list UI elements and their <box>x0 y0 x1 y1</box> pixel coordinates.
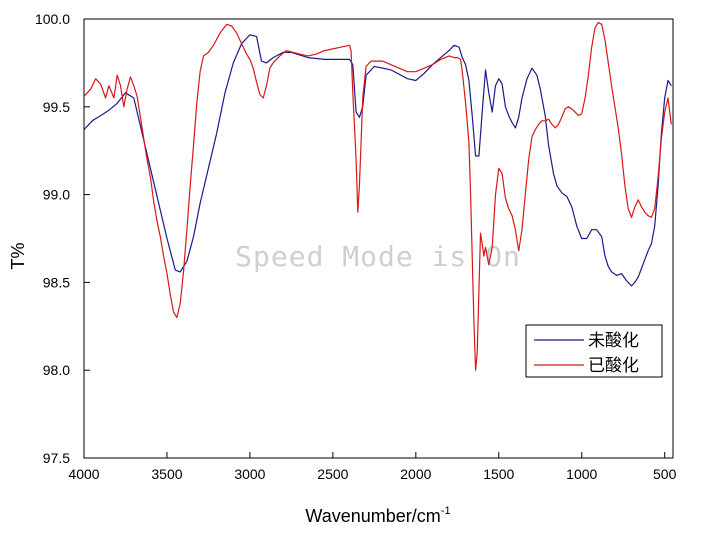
series-line-oxidized <box>84 21 672 371</box>
x-tick-label: 1000 <box>566 466 597 482</box>
x-axis-title: Wavenumber/cm-1 <box>305 505 450 526</box>
y-axis-label: T% <box>8 243 28 270</box>
watermark: Speed Mode is On <box>235 240 521 273</box>
x-axis-label: Wavenumber/cm <box>305 506 440 526</box>
series-line-unoxidized <box>84 34 672 287</box>
series-layer <box>84 21 672 371</box>
svg-text:Wavenumber/cm-1: Wavenumber/cm-1 <box>305 505 450 526</box>
x-axis-ticks: 4000 3500 3000 2500 2000 1500 1000 500 <box>68 452 677 482</box>
x-tick-label: 1500 <box>483 466 514 482</box>
legend-box <box>525 324 663 378</box>
x-tick-label: 2000 <box>400 466 431 482</box>
x-tick-label: 500 <box>653 466 677 482</box>
x-tick-label: 2500 <box>317 466 348 482</box>
y-tick-label: 99.0 <box>43 187 70 203</box>
x-tick-label: 4000 <box>68 466 99 482</box>
y-axis-ticks: 97.5 98.0 98.5 99.0 99.5 100.0 <box>35 11 90 466</box>
y-tick-label: 98.5 <box>43 274 70 290</box>
x-tick-label: 3000 <box>234 466 265 482</box>
x-tick-label: 3500 <box>151 466 182 482</box>
y-tick-label: 99.5 <box>43 99 70 115</box>
y-tick-label: 97.5 <box>43 450 70 466</box>
legend-label-oxidized: 已酸化 <box>588 356 639 376</box>
legend-label-unoxidized: 未酸化 <box>588 331 639 351</box>
legend: 未酸化 已酸化 <box>525 324 663 378</box>
plot-frame <box>83 18 674 459</box>
x-axis-label-superscript: -1 <box>441 505 451 517</box>
y-tick-label: 100.0 <box>35 11 70 27</box>
y-tick-label: 98.0 <box>43 362 70 378</box>
